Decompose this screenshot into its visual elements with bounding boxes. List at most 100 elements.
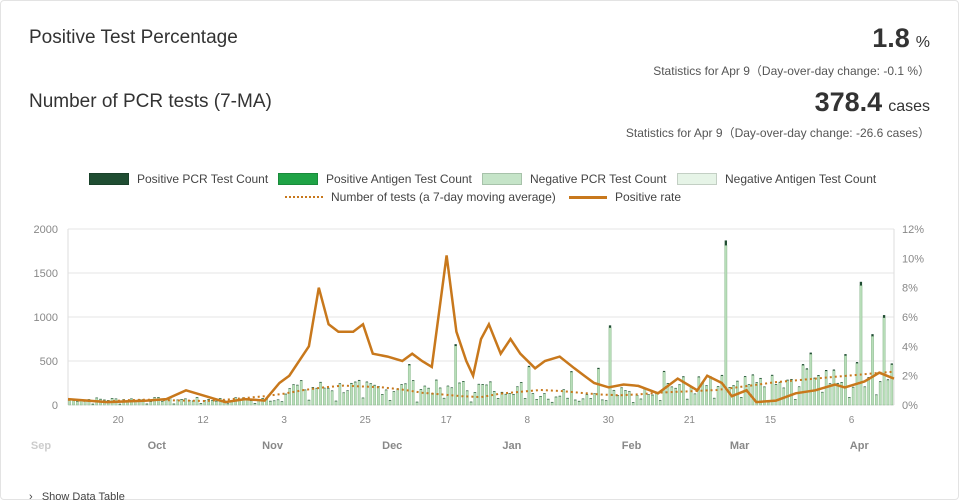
bar-positive-pcr	[624, 390, 627, 391]
bar-positive-pcr	[597, 367, 600, 369]
bar-negative-pcr	[284, 393, 288, 406]
bar-positive-pcr	[450, 387, 453, 389]
bar-positive-pcr	[118, 403, 121, 405]
bar-positive-pcr	[516, 386, 519, 388]
bar-negative-pcr	[496, 398, 500, 406]
bar-positive-pcr	[550, 402, 554, 403]
bar-positive-pcr	[419, 389, 423, 390]
bar-positive-pcr	[740, 397, 743, 398]
bar-negative-pcr	[431, 393, 434, 406]
bar-positive-pcr	[647, 394, 650, 395]
bar-positive-pcr	[334, 400, 338, 402]
x-day-tick-label: 30	[603, 415, 615, 426]
bar-positive-pcr	[759, 377, 762, 379]
bar-negative-pcr	[519, 382, 523, 406]
bar-negative-pcr	[878, 381, 882, 406]
bar-negative-pcr	[307, 399, 311, 406]
bar-negative-pcr	[315, 388, 319, 406]
bar-positive-pcr	[504, 393, 507, 395]
legend-positive-pcr[interactable]: Positive PCR Test Count	[89, 172, 268, 186]
bar-positive-pcr	[273, 400, 276, 402]
bar-positive-pcr	[720, 374, 724, 376]
bar-positive-pcr	[743, 376, 747, 377]
bar-negative-pcr	[523, 398, 527, 406]
legend-tests-7ma[interactable]: Number of tests (a 7-day moving average)	[285, 190, 556, 204]
bar-negative-pcr	[840, 382, 843, 406]
bar-positive-pcr	[172, 403, 176, 405]
bar-positive-pcr	[446, 385, 450, 387]
y-left-tick-label: 2000	[34, 224, 58, 236]
bar-positive-pcr	[114, 398, 118, 400]
bar-positive-pcr	[99, 398, 102, 400]
y-left-tick-label: 0	[52, 400, 58, 412]
bar-positive-pcr	[605, 400, 608, 402]
bar-positive-pcr	[678, 384, 681, 385]
bar-positive-pcr	[755, 382, 758, 383]
bar-negative-pcr	[504, 394, 508, 406]
bar-positive-pcr	[639, 398, 643, 400]
bar-negative-pcr	[477, 384, 481, 406]
bar-negative-pcr	[527, 366, 531, 406]
show-data-table-link[interactable]: › Show Data Table	[29, 491, 125, 503]
bar-positive-pcr	[670, 386, 673, 388]
bar-negative-pcr	[608, 327, 612, 406]
bar-negative-pcr	[724, 245, 728, 406]
bar-positive-pcr	[809, 352, 812, 355]
positive-rate-value: 1.8%	[872, 23, 930, 54]
x-day-tick-label: 15	[765, 415, 777, 426]
legend-negative-pcr[interactable]: Negative PCR Test Count	[482, 172, 667, 186]
bar-positive-pcr	[369, 383, 372, 384]
legend-negative-antigen[interactable]: Negative Antigen Test Count	[677, 172, 876, 186]
bar-positive-pcr	[95, 397, 98, 399]
bar-negative-pcr	[473, 392, 477, 406]
legend-swatch	[278, 173, 318, 185]
bar-negative-pcr	[361, 397, 365, 406]
bar-negative-pcr	[566, 397, 569, 406]
bar-negative-pcr	[693, 393, 697, 406]
bar-positive-pcr	[462, 381, 465, 382]
bar-positive-pcr	[547, 398, 550, 400]
positive-rate-unit: %	[915, 34, 930, 51]
bar-positive-pcr	[496, 398, 500, 399]
bar-negative-pcr	[272, 400, 276, 406]
bar-positive-pcr	[790, 378, 793, 380]
pcr-tests-value: 378.4 cases	[815, 87, 930, 118]
bar-positive-pcr	[276, 399, 280, 401]
bar-positive-pcr	[593, 393, 596, 395]
bar-negative-pcr	[462, 381, 465, 406]
bar-negative-pcr	[357, 380, 361, 406]
bar-negative-pcr	[342, 392, 346, 406]
legend-positive-antigen[interactable]: Positive Antigen Test Count	[278, 172, 472, 186]
positive-rate-title: Positive Test Percentage	[29, 27, 238, 48]
y-right-tick-label: 2%	[902, 371, 918, 383]
bar-negative-pcr	[346, 390, 349, 406]
bar-positive-pcr	[303, 389, 307, 391]
bar-positive-pcr	[531, 393, 534, 394]
legend-positive-rate[interactable]: Positive rate	[569, 190, 681, 204]
y-right-tick-label: 0%	[902, 400, 918, 412]
bar-negative-pcr	[323, 388, 326, 406]
bar-positive-pcr	[110, 398, 114, 399]
bar-negative-pcr	[851, 387, 855, 406]
bar-negative-pcr	[365, 382, 369, 406]
positive-rate-number: 1.8	[872, 23, 910, 53]
bar-positive-pcr	[724, 240, 727, 246]
bar-negative-pcr	[886, 379, 890, 406]
bar-negative-pcr	[705, 385, 708, 406]
bar-positive-pcr	[608, 325, 612, 328]
bar-positive-pcr	[404, 383, 407, 385]
bar-positive-pcr	[632, 402, 635, 403]
bar-positive-pcr	[466, 390, 469, 392]
bar-positive-pcr	[628, 391, 631, 392]
positive-rate-subtext: Statistics for Apr 9（Day-over-day change…	[653, 64, 930, 78]
bar-positive-pcr	[562, 389, 565, 390]
bar-positive-pcr	[477, 383, 480, 385]
bar-negative-pcr	[801, 365, 805, 406]
bar-negative-pcr	[554, 396, 558, 406]
bar-negative-pcr	[620, 387, 623, 406]
bar-negative-pcr	[685, 398, 689, 406]
bar-positive-pcr	[319, 381, 322, 383]
bar-positive-pcr	[357, 379, 361, 381]
bar-negative-pcr	[658, 400, 662, 406]
